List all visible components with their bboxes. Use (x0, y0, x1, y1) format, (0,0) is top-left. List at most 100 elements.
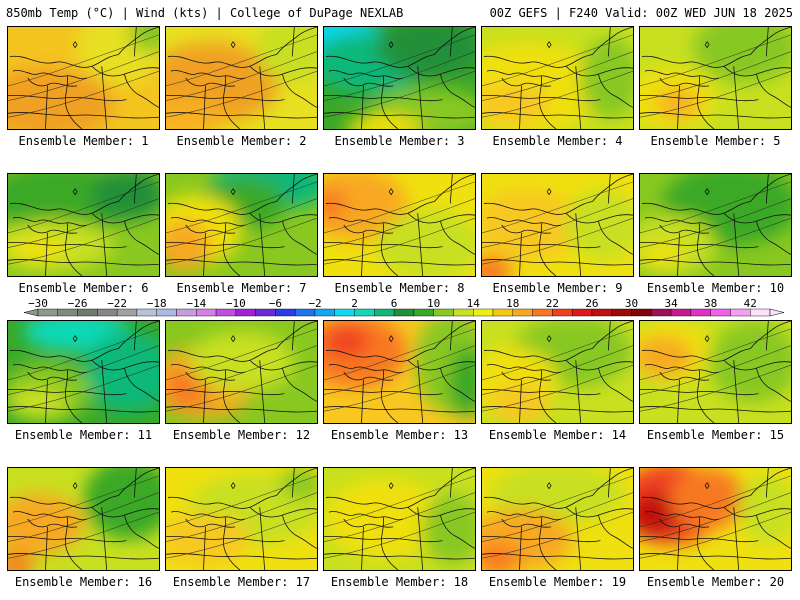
location-marker-icon (546, 335, 552, 343)
ensemble-member-map (639, 320, 792, 424)
colorbar-tick-label: 38 (704, 297, 717, 310)
geographic-boundaries (166, 27, 317, 129)
colorbar-tick-label: 30 (625, 297, 638, 310)
ensemble-member-label: Ensemble Member: 18 (330, 575, 469, 589)
colorbar-bin (532, 308, 553, 317)
location-marker-icon (72, 335, 78, 343)
location-marker-icon (704, 335, 710, 343)
colorbar-bin (750, 308, 771, 317)
colorbar-bin (176, 308, 197, 317)
ensemble-member-label: Ensemble Member: 5 (650, 134, 781, 148)
location-marker-icon (704, 188, 710, 196)
colorbar-tick-label: 2 (351, 297, 358, 310)
colorbar-tick-label: −14 (186, 297, 206, 310)
ensemble-member-label: Ensemble Member: 7 (176, 281, 307, 295)
colorbar-tick-label: 14 (467, 297, 481, 310)
colorbar-bin (235, 308, 256, 317)
colorbar-bin (552, 308, 573, 317)
geographic-boundaries (324, 468, 475, 570)
colorbar-tick-label: 22 (546, 297, 559, 310)
colorbar-high-arrow-icon (769, 308, 785, 317)
colorbar-tick-label: −10 (226, 297, 246, 310)
colorbar-bin (255, 308, 276, 317)
location-marker-icon (546, 482, 552, 490)
colorbar-bin (136, 308, 157, 317)
ensemble-member-label: Ensemble Member: 8 (334, 281, 465, 295)
colorbar-tick-label: 26 (585, 297, 598, 310)
colorbar-bin (611, 308, 632, 317)
colorbar-bin (413, 308, 434, 317)
location-marker-icon (72, 188, 78, 196)
wind-streamlines (324, 328, 475, 412)
geographic-boundaries (640, 468, 791, 570)
colorbar-bin (334, 308, 355, 317)
ensemble-member-map (165, 467, 318, 571)
colorbar-bin (651, 308, 672, 317)
location-marker-icon (388, 482, 394, 490)
colorbar-tick-label: −30 (28, 297, 48, 310)
location-marker-icon (546, 188, 552, 196)
geographic-boundaries (166, 468, 317, 570)
colorbar-bin (571, 308, 593, 317)
wind-streamlines (482, 34, 633, 118)
geographic-boundaries (8, 468, 159, 570)
ensemble-member-label: Ensemble Member: 9 (492, 281, 623, 295)
colorbar-bin (730, 308, 751, 317)
ensemble-member-label: Ensemble Member: 10 (646, 281, 785, 295)
location-marker-icon (704, 41, 710, 49)
colorbar-bin (710, 308, 731, 317)
location-marker-icon (388, 41, 394, 49)
ensemble-member-label: Ensemble Member: 4 (492, 134, 623, 148)
ensemble-member-map (481, 467, 634, 571)
ensemble-member-map (639, 26, 792, 130)
geographic-boundaries (640, 174, 791, 276)
location-marker-icon (230, 335, 236, 343)
location-marker-icon (704, 482, 710, 490)
ensemble-member-label: Ensemble Member: 6 (18, 281, 149, 295)
wind-streamlines (8, 328, 159, 412)
ensemble-member-label: Ensemble Member: 11 (14, 428, 153, 442)
ensemble-member-map (323, 467, 476, 571)
colorbar-tick-label: −18 (147, 297, 167, 310)
wind-streamlines (166, 328, 317, 412)
colorbar-bin (294, 308, 316, 317)
colorbar-bin (433, 308, 454, 317)
ensemble-member-label: Ensemble Member: 17 (172, 575, 311, 589)
ensemble-member-map (323, 173, 476, 277)
wind-streamlines (482, 181, 633, 265)
colorbar-bin (37, 308, 58, 317)
ensemble-member-map (481, 26, 634, 130)
colorbar-bin (393, 308, 415, 317)
location-marker-icon (72, 41, 78, 49)
colorbar-tick-label: −26 (68, 297, 88, 310)
ensemble-member-map (481, 173, 634, 277)
ensemble-member-map (639, 467, 792, 571)
location-marker-icon (388, 335, 394, 343)
location-marker-icon (230, 188, 236, 196)
wind-streamlines (8, 181, 159, 265)
wind-streamlines (640, 475, 791, 559)
wind-streamlines (482, 475, 633, 559)
colorbar-bin (77, 308, 98, 317)
colorbar-bin (473, 308, 494, 317)
colorbar-tick-label: −6 (269, 297, 282, 310)
colorbar-bin (690, 308, 711, 317)
ensemble-member-label: Ensemble Member: 14 (488, 428, 627, 442)
wind-streamlines (324, 181, 475, 265)
colorbar-bin (512, 308, 533, 317)
ensemble-member-label: Ensemble Member: 12 (172, 428, 311, 442)
colorbar-tick-label: 34 (664, 297, 678, 310)
colorbar-bin (97, 308, 118, 317)
colorbar-bin (631, 308, 652, 317)
colorbar-tick-label: 42 (744, 297, 757, 310)
wind-streamlines (166, 34, 317, 118)
geographic-boundaries (324, 321, 475, 423)
map-title: 850mb Temp (°C) | Wind (kts) | College o… (6, 6, 404, 20)
ensemble-member-map (165, 320, 318, 424)
ensemble-member-label: Ensemble Member: 13 (330, 428, 469, 442)
colorbar-tick-label: 10 (427, 297, 440, 310)
temperature-colorbar: −30 −26 −22 −18 −14 −10 −6 −2 2 6 10 14 18 22 26 30 34 38… (0, 296, 800, 320)
geographic-boundaries (8, 321, 159, 423)
location-marker-icon (546, 41, 552, 49)
ensemble-member-map (7, 173, 160, 277)
